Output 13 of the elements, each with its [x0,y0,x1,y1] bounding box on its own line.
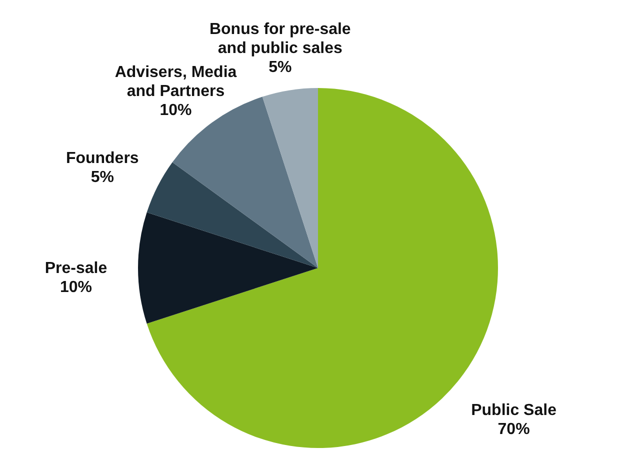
slice-label: Advisers, Media and Partners [114,64,237,100]
pie-slice [262,88,318,268]
slice-label: Pre-sale [44,260,108,277]
pie-slice [138,212,318,324]
slice-label: Public Sale [471,402,557,420]
data-label: 10% [160,102,192,120]
data-label: 10% [60,279,92,296]
pie-slice [146,162,318,268]
slice-label: Bonus for pre-sale and public sales [209,20,351,57]
data-label: 70% [498,421,530,438]
slice-label: Founders [66,150,139,168]
data-label: 5% [90,169,114,186]
data-label: 5% [268,58,292,76]
